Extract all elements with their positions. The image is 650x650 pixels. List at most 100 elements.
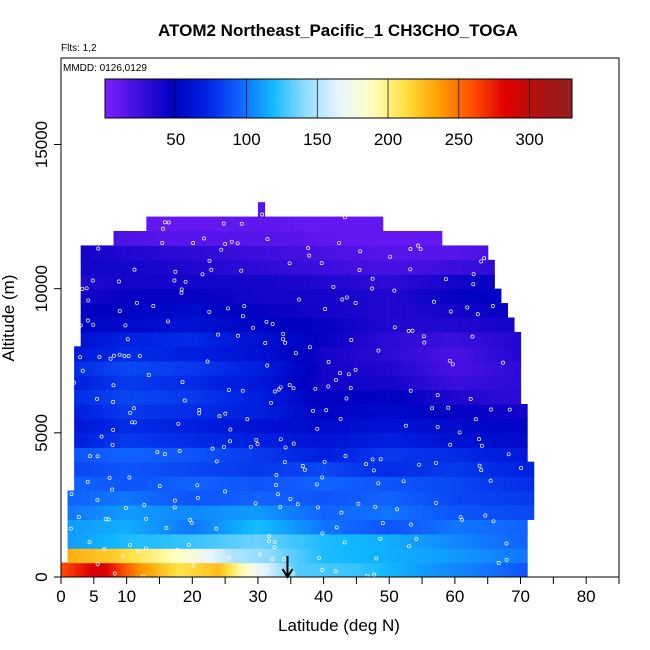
sample-point [151, 304, 156, 308]
heat-cell [425, 562, 430, 577]
heat-cell [425, 259, 430, 275]
heat-cell [389, 461, 394, 477]
heat-cell [100, 519, 105, 535]
heat-cell [346, 231, 351, 247]
heat-cell [277, 548, 282, 564]
heat-cell [274, 274, 279, 290]
sample-point [186, 542, 191, 547]
heat-cell [80, 331, 85, 347]
heat-cell [474, 303, 479, 319]
heat-cell [481, 259, 486, 275]
heat-cell [179, 360, 184, 376]
heat-cell [238, 476, 243, 492]
heat-cell [198, 504, 203, 520]
colorbar-swatch [128, 79, 132, 118]
heat-cell [481, 404, 486, 420]
heat-cell [474, 375, 479, 391]
heat-cell [195, 360, 200, 376]
colorbar-swatch [410, 79, 414, 118]
heat-cell [80, 245, 85, 261]
x-axis: 0 5 10 20 30 40 50 60 70 80 [56, 577, 620, 606]
heat-cell [284, 360, 289, 376]
heat-cell [385, 331, 390, 347]
heat-cell [385, 245, 390, 261]
heat-cell [346, 461, 351, 477]
heat-cell [310, 216, 315, 232]
heat-cell [100, 432, 105, 448]
heat-cell [425, 432, 430, 448]
sample-point [264, 319, 269, 324]
heat-cell [300, 389, 305, 405]
heat-cell [343, 504, 348, 520]
heat-cell [228, 389, 233, 405]
colorbar-swatch [249, 79, 253, 118]
heat-cell [513, 389, 518, 405]
heat-cell [103, 245, 108, 261]
heat-cell [136, 519, 141, 535]
heat-cell [267, 562, 272, 577]
heat-cell [369, 476, 374, 492]
heat-cell [323, 317, 328, 333]
heat-cell [435, 389, 440, 405]
heat-cell [513, 504, 518, 520]
sample-point [315, 505, 320, 510]
heat-cell [251, 476, 256, 492]
heat-cell [93, 404, 98, 420]
heat-cell [497, 418, 502, 434]
heat-cell [520, 404, 525, 420]
heat-cell [205, 288, 210, 304]
heat-cell [438, 562, 443, 577]
heat-cell [468, 274, 472, 290]
heat-cell [83, 418, 88, 434]
heat-cell [215, 548, 220, 564]
heat-cell [271, 461, 275, 477]
heat-cell [136, 562, 141, 577]
heat-cell [143, 476, 147, 492]
heat-cell [490, 418, 495, 434]
heat-cell [356, 216, 361, 232]
heat-cell [257, 476, 262, 492]
heat-cell [458, 360, 463, 376]
heat-cell [211, 216, 216, 232]
heat-cell [435, 461, 440, 477]
heat-cell [261, 432, 266, 448]
heat-cell [294, 245, 298, 261]
colorbar-swatch [469, 79, 473, 118]
heat-cell [149, 533, 154, 549]
heat-cell [215, 404, 220, 420]
heat-cell [87, 259, 92, 275]
colorbar-swatch [366, 79, 370, 118]
colorbar-swatch [473, 79, 477, 118]
heat-cell [159, 274, 164, 290]
heat-cell [303, 216, 308, 232]
heat-cell [349, 346, 354, 362]
sample-point [281, 336, 286, 341]
heat-cell [179, 490, 184, 506]
heat-cell [330, 432, 335, 448]
heat-cell [395, 476, 400, 492]
heat-cell [146, 447, 151, 463]
heat-cell [428, 504, 433, 520]
heat-cell [317, 389, 321, 405]
heat-cell [261, 231, 266, 247]
heat-cell [211, 231, 216, 247]
heat-cell [192, 519, 197, 535]
heat-cell [431, 331, 436, 347]
heat-cell [146, 375, 151, 391]
heat-cell [487, 288, 492, 304]
heat-cell [422, 360, 426, 376]
colorbar-swatch [378, 79, 382, 118]
heat-cell [110, 259, 115, 275]
heat-cell [425, 231, 430, 247]
heat-cell [471, 245, 476, 261]
sample-point [207, 309, 212, 314]
heat-cell [175, 259, 180, 275]
colorbar-tick-label: 100 [232, 130, 260, 149]
heat-cell [326, 548, 331, 564]
heat-cell [359, 331, 364, 347]
heat-cell [392, 360, 397, 376]
sample-point [69, 492, 74, 496]
heat-cell [205, 331, 210, 347]
heat-cell [392, 317, 397, 333]
heat-cell [218, 216, 223, 232]
